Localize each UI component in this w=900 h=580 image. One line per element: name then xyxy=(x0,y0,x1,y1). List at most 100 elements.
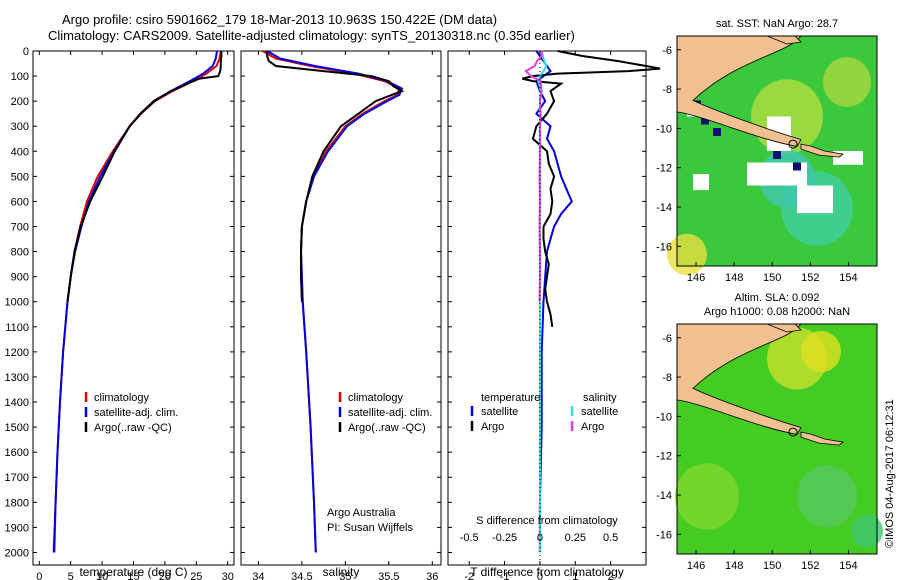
depth-tick-label: 1300 xyxy=(5,372,29,384)
depth-tick-label: 400 xyxy=(11,146,29,158)
map-dark-cell xyxy=(773,151,781,159)
legend-label: satellite xyxy=(581,406,618,418)
x-tick-label-temperature: 20 xyxy=(159,571,171,580)
map-color-patch xyxy=(667,233,707,276)
legend-label: Argo(..raw -QC) xyxy=(94,422,172,434)
series-line-difference xyxy=(522,50,661,327)
depth-tick-label: 1800 xyxy=(5,497,29,509)
annotation-line2: PI: Susan Wijffels xyxy=(327,522,413,534)
depth-tick-label: 1400 xyxy=(5,397,29,409)
map-frame-sla xyxy=(676,323,878,555)
x-tick-label-salinity: 35 xyxy=(339,571,351,580)
series-line-difference xyxy=(524,51,543,302)
depth-tick-label: 700 xyxy=(11,222,29,234)
series-line-salinity xyxy=(262,50,401,553)
map-dark-cell xyxy=(701,116,709,125)
map-color-patch xyxy=(801,330,841,373)
map-y-tick-label: -8 xyxy=(662,372,672,384)
map-sla: 146 148 150 152 154 -6 -8 -10 -12 -14 -16 xyxy=(656,323,883,572)
plot-frame-temperature xyxy=(32,50,235,566)
s-tick-label: 0 xyxy=(537,532,543,544)
legend-header-temperature: temperature xyxy=(481,392,540,404)
s-tick-label: 0.25 xyxy=(565,532,586,544)
depth-tick-label: 500 xyxy=(11,171,29,183)
map-frame-sst xyxy=(676,35,878,267)
s-tick-label: -0.25 xyxy=(492,532,517,544)
map-land xyxy=(676,35,802,147)
x-tick-label-salinity: 34.5 xyxy=(291,571,312,580)
legend-label: Argo(..raw -QC) xyxy=(348,422,426,434)
x-tick-label-difference: 2 xyxy=(608,571,614,580)
legend-label: satellite-adj. clim. xyxy=(94,407,178,419)
x-axis-label-salinity: salinity xyxy=(323,565,360,579)
map-y-tick-label: -14 xyxy=(656,490,672,502)
x-tick-label-difference: -2 xyxy=(464,571,474,580)
map-x-tick-label: 146 xyxy=(687,560,705,572)
plot-frame-difference xyxy=(447,50,647,566)
map-color-patch xyxy=(823,57,871,107)
series-line-temperature xyxy=(66,51,223,302)
map-y-tick-label: -6 xyxy=(662,333,672,345)
x-tick-label-difference: 0 xyxy=(537,571,543,580)
map-x-tick-label: 146 xyxy=(687,272,705,284)
series-line-salinity xyxy=(266,51,405,302)
legend-label: climatology xyxy=(94,392,150,404)
x-tick-label-salinity: 34 xyxy=(252,571,264,580)
legend-label: climatology xyxy=(348,392,404,404)
map-y-tick-label: -16 xyxy=(656,529,672,541)
map-missing-data xyxy=(693,174,709,191)
map-dark-cell xyxy=(713,128,721,136)
map-y-tick-label: -12 xyxy=(656,451,672,463)
depth-tick-label: 300 xyxy=(11,121,29,133)
argo-position-marker xyxy=(788,139,798,149)
depth-tick-label: 800 xyxy=(11,247,29,259)
depth-tick-label: 1100 xyxy=(5,322,29,334)
depth-tick-label: 0 xyxy=(23,46,29,58)
map-y-tick-label: -10 xyxy=(656,123,672,135)
map-y-tick-label: -14 xyxy=(656,202,672,214)
map-color-patch xyxy=(675,463,739,530)
map-missing-data xyxy=(747,162,807,186)
s-tick-label: 0.5 xyxy=(603,532,618,544)
depth-tick-label: 1900 xyxy=(5,522,29,534)
depth-tick-label: 2000 xyxy=(5,547,29,559)
page-title-line1: Argo profile: csiro 5901662_179 18-Mar-2… xyxy=(62,12,498,27)
map-x-tick-label: 152 xyxy=(801,560,819,572)
plot-frame-salinity xyxy=(240,50,442,566)
map-missing-data xyxy=(797,185,833,214)
x-tick-label-salinity: 35.5 xyxy=(378,571,399,580)
map-color-patch xyxy=(851,514,883,548)
x-tick-label-temperature: 25 xyxy=(190,571,202,580)
map-x-tick-label: 148 xyxy=(725,272,743,284)
map-x-tick-label: 148 xyxy=(725,560,743,572)
series-line-temperature xyxy=(52,50,218,553)
x-tick-label-difference: -1 xyxy=(500,571,510,580)
x-tick-label-temperature: 10 xyxy=(96,571,108,580)
map-y-tick-label: -12 xyxy=(656,163,672,175)
x-tick-label-salinity: 36 xyxy=(426,571,438,580)
s-axis-label: S difference from climatology xyxy=(476,515,618,527)
depth-tick-label: 1600 xyxy=(5,447,29,459)
map-x-tick-label: 152 xyxy=(801,272,819,284)
map-x-tick-label: 150 xyxy=(763,560,781,572)
x-tick-label-temperature: 15 xyxy=(127,571,139,580)
map-x-tick-label: 150 xyxy=(763,272,781,284)
series-line-salinity xyxy=(266,50,404,553)
map-x-tick-label: 154 xyxy=(839,560,857,572)
series-line-difference xyxy=(535,50,573,553)
sla-map-title-line2: Argo h1000: 0.08 h2000: NaN xyxy=(704,306,850,318)
legend-label: satellite-adj. clim. xyxy=(348,407,432,419)
map-y-tick-label: -16 xyxy=(656,241,672,253)
depth-tick-label: 200 xyxy=(11,96,29,108)
depth-tick-label: 1200 xyxy=(5,347,29,359)
x-tick-label-difference: 1 xyxy=(572,571,578,580)
legend-header-salinity: salinity xyxy=(583,392,617,404)
argo-position-marker xyxy=(788,427,798,437)
depth-tick-label: 1700 xyxy=(5,472,29,484)
legend-label: Argo xyxy=(481,421,504,433)
x-axis-label-difference: T difference from climatology xyxy=(470,565,624,579)
map-land xyxy=(676,323,802,435)
page-title-line2: Climatology: CARS2009. Satellite-adjuste… xyxy=(48,28,575,43)
map-color-patch xyxy=(797,465,857,528)
